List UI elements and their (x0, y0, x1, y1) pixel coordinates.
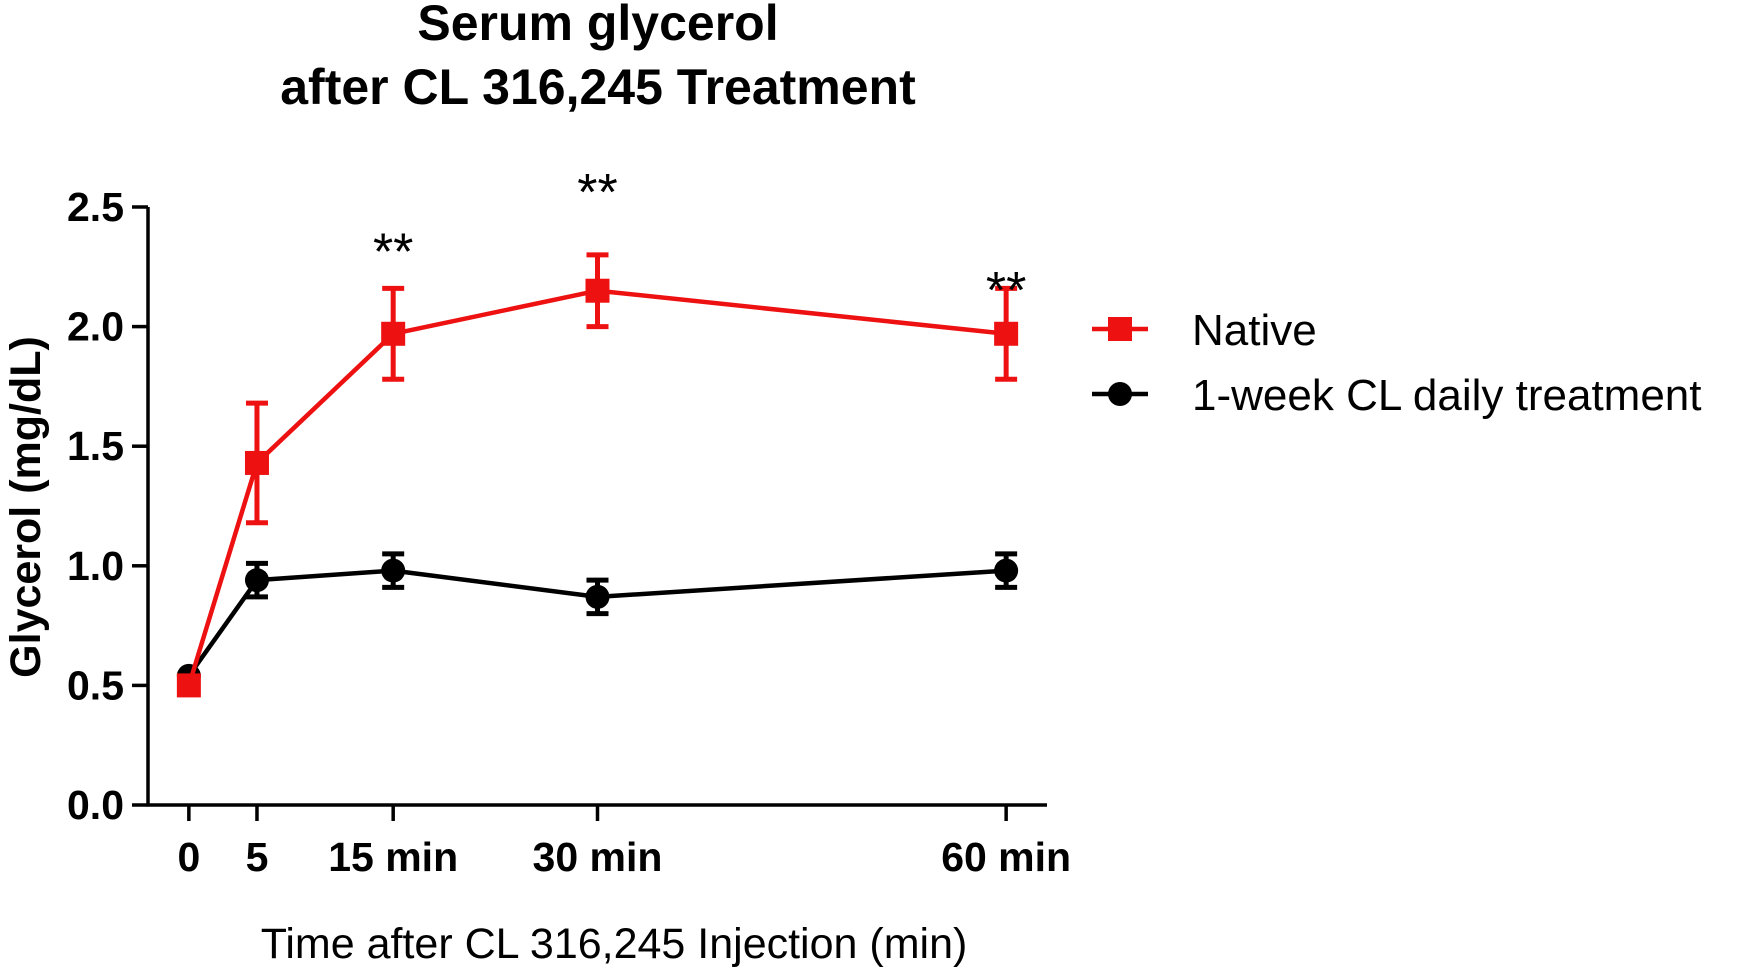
significance-label: ** (373, 224, 413, 282)
y-axis-ticks: 0.0 0.5 1.0 1.5 2.0 2.5 (67, 184, 148, 828)
y-tick-label: 0.5 (67, 662, 124, 708)
chart-title-line-2: after CL 316,245 Treatment (280, 59, 916, 115)
significance-label: ** (986, 262, 1026, 320)
data-point (994, 558, 1019, 583)
x-axis-label: Time after CL 316,245 Injection (min) (261, 920, 968, 968)
chart-title-line-1: Serum glycerol (417, 0, 778, 51)
x-tick-label: 30 min (533, 834, 663, 880)
data-point (176, 673, 201, 698)
y-tick-label: 1.0 (67, 543, 124, 589)
y-axis-label: Glycerol (mg/dL) (2, 336, 50, 678)
x-tick-label: 5 (246, 834, 269, 880)
x-axis-ticks: 0 5 15 min 30 min 60 min (177, 805, 1071, 880)
data-point (381, 558, 406, 583)
series-native (176, 252, 1019, 698)
data-point (244, 450, 269, 475)
y-tick-label: 0.0 (67, 782, 124, 828)
series-line (186, 288, 1007, 687)
data-point (585, 278, 610, 303)
y-tick-label: 2.5 (67, 184, 124, 230)
x-tick-label: 60 min (941, 834, 1071, 880)
legend-item-native: Native (1092, 306, 1317, 355)
legend: Native 1-week CL daily treatment (1092, 306, 1701, 420)
significance-annotations: ** ** ** (373, 164, 1026, 320)
chart-title: Serum glycerol after CL 316,245 Treatmen… (280, 0, 916, 115)
series-1-week-cl-daily-treatment (176, 551, 1019, 688)
x-tick-label: 15 min (328, 834, 458, 880)
data-point (244, 568, 269, 593)
significance-label: ** (577, 164, 617, 222)
legend-label: Native (1192, 306, 1317, 355)
x-tick-label: 0 (177, 834, 200, 880)
legend-item-1-week-cl-daily-treatment: 1-week CL daily treatment (1092, 371, 1701, 420)
legend-marker (1108, 382, 1132, 406)
y-tick-label: 2.0 (67, 304, 124, 350)
legend-label: 1-week CL daily treatment (1192, 371, 1701, 420)
data-point (585, 584, 610, 609)
data-point (994, 321, 1019, 346)
data-series (176, 252, 1019, 698)
legend-marker (1108, 317, 1132, 341)
data-point (381, 321, 406, 346)
y-tick-label: 1.5 (67, 423, 124, 469)
